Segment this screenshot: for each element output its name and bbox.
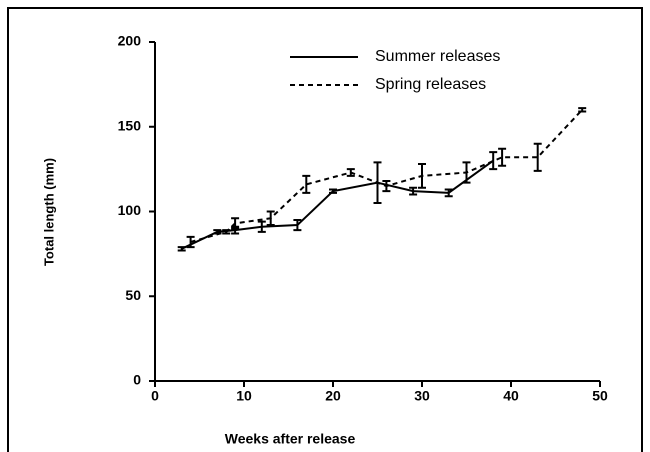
x-tick-label: 40	[503, 388, 519, 404]
y-tick-label: 150	[118, 117, 142, 133]
x-tick-label: 0	[151, 388, 159, 404]
x-tick-label: 10	[236, 388, 252, 404]
legend-label: Summer releases	[375, 48, 500, 65]
y-tick-label: 200	[118, 33, 142, 49]
frame	[7, 7, 643, 452]
error-bar	[444, 188, 453, 198]
error-bar	[222, 229, 231, 235]
error-bar	[498, 147, 507, 167]
error-bar	[231, 217, 240, 230]
error-bar	[302, 174, 311, 194]
error-bar	[462, 161, 471, 184]
error-bar	[293, 218, 302, 232]
error-bar	[257, 220, 266, 233]
y-tick-label: 100	[118, 202, 142, 218]
error-bar	[578, 107, 587, 113]
x-tick-label: 30	[414, 388, 430, 404]
y-tick-label: 0	[133, 372, 141, 388]
error-bar	[533, 142, 542, 172]
error-bar	[346, 168, 355, 177]
error-bar	[177, 246, 186, 252]
error-bar	[489, 151, 498, 171]
error-bar	[418, 163, 426, 189]
error-bar	[329, 188, 337, 194]
error-bar	[409, 186, 418, 196]
y-axis-label: Total length (mm)	[41, 158, 56, 266]
error-bar	[382, 179, 391, 193]
legend-label: Spring releases	[375, 76, 486, 93]
x-tick-label: 50	[592, 388, 608, 404]
error-bar	[186, 235, 195, 249]
series-line	[190, 109, 583, 243]
x-axis-label: Weeks after release	[225, 431, 356, 447]
error-bar	[266, 210, 275, 227]
y-tick-label: 50	[125, 287, 141, 303]
x-tick-label: 20	[325, 388, 341, 404]
